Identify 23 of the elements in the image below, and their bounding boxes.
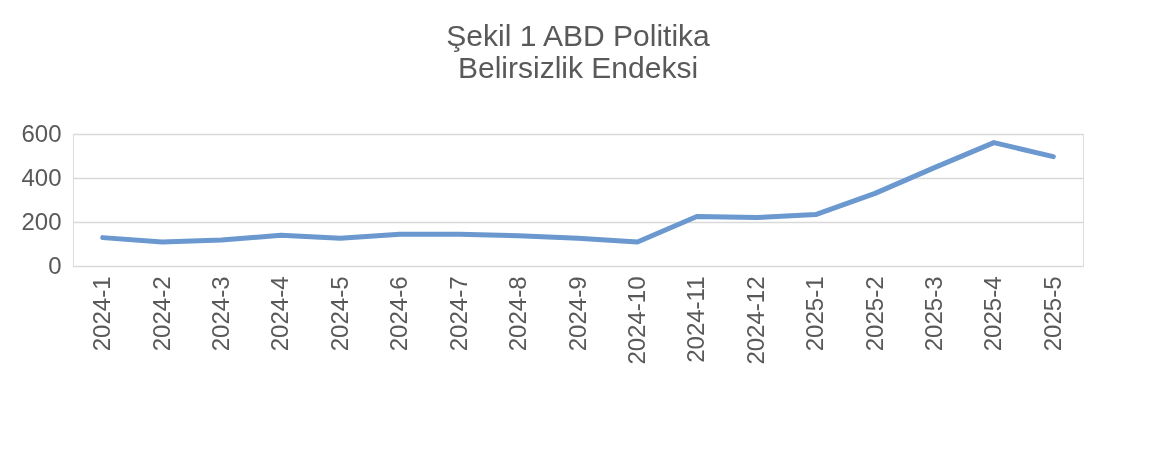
x-tick-label: 2024-1 <box>88 276 116 352</box>
x-tick-label: 2024-5 <box>325 276 353 352</box>
x-tick-label: 2024-9 <box>563 276 591 352</box>
x-tick-label: 2024-7 <box>444 276 472 352</box>
y-tick-label: 400 <box>21 163 62 191</box>
x-tick-label: 2024-12 <box>741 276 769 365</box>
text: Şekil 1 ABD Politika <box>446 19 710 52</box>
x-tick-label: 2025-3 <box>919 276 947 352</box>
x-tick-label: 2025-5 <box>1038 276 1066 352</box>
x-tick-label: 2024-10 <box>622 276 650 365</box>
x-tick-label: 2024-4 <box>266 276 294 352</box>
y-tick-label: 200 <box>21 207 62 235</box>
x-tick-label: 2024-6 <box>385 276 413 352</box>
text: Belirsizlik Endeksi <box>457 51 699 84</box>
x-tick-label: 2024-3 <box>207 276 235 352</box>
x-tick-label: 2025-4 <box>979 276 1007 352</box>
x-tick-label: 2024-2 <box>147 276 175 352</box>
x-tick-label: 2025-1 <box>801 276 829 352</box>
x-tick-label: 2024-8 <box>504 276 532 352</box>
x-tick-label: 2024-11 <box>682 276 710 363</box>
y-tick-label: 0 <box>48 251 62 279</box>
y-tick-label: 600 <box>21 119 62 147</box>
x-tick-label: 2025-2 <box>860 276 888 352</box>
